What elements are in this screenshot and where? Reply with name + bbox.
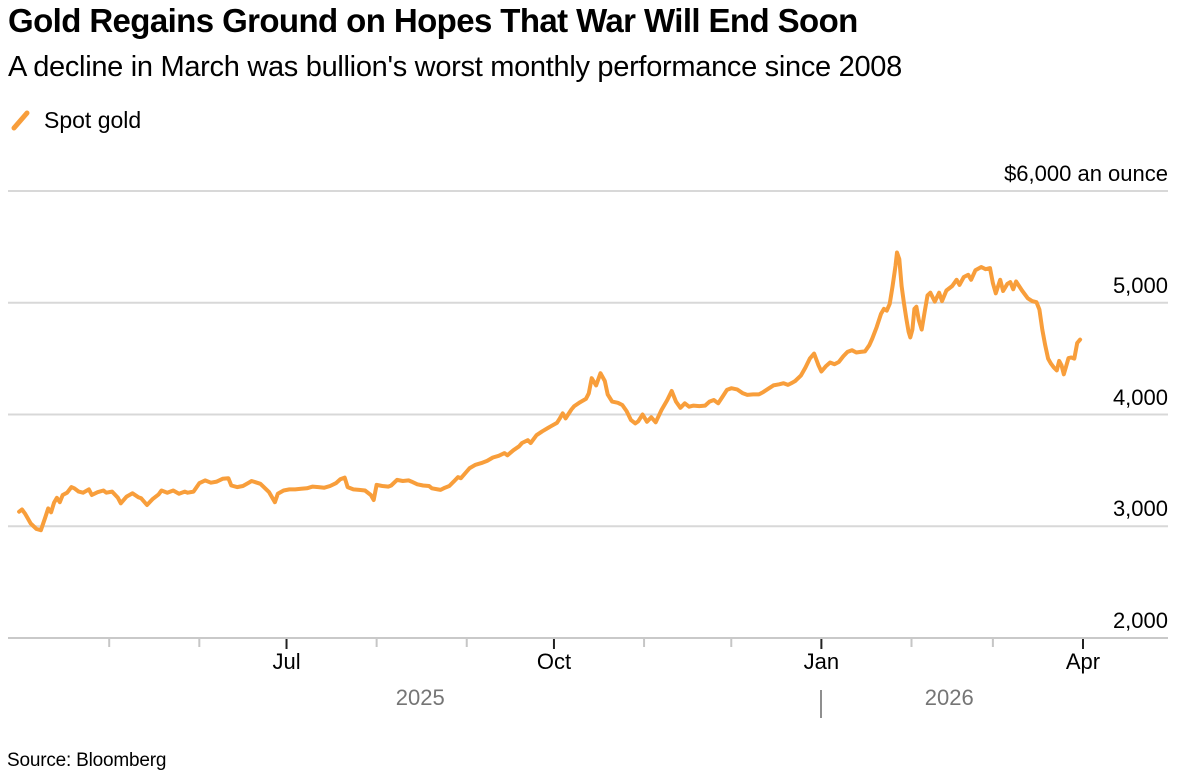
chart-title: Gold Regains Ground on Hopes That War Wi… bbox=[8, 2, 858, 39]
chart-subtitle: A decline in March was bullion's worst m… bbox=[8, 51, 902, 83]
source-attribution: Source: Bloomberg bbox=[7, 750, 167, 771]
legend: Spot gold bbox=[10, 107, 141, 133]
spot-gold-line bbox=[17, 250, 1083, 533]
legend-label: Spot gold bbox=[44, 107, 142, 133]
spot-gold-slash-icon bbox=[11, 110, 30, 131]
